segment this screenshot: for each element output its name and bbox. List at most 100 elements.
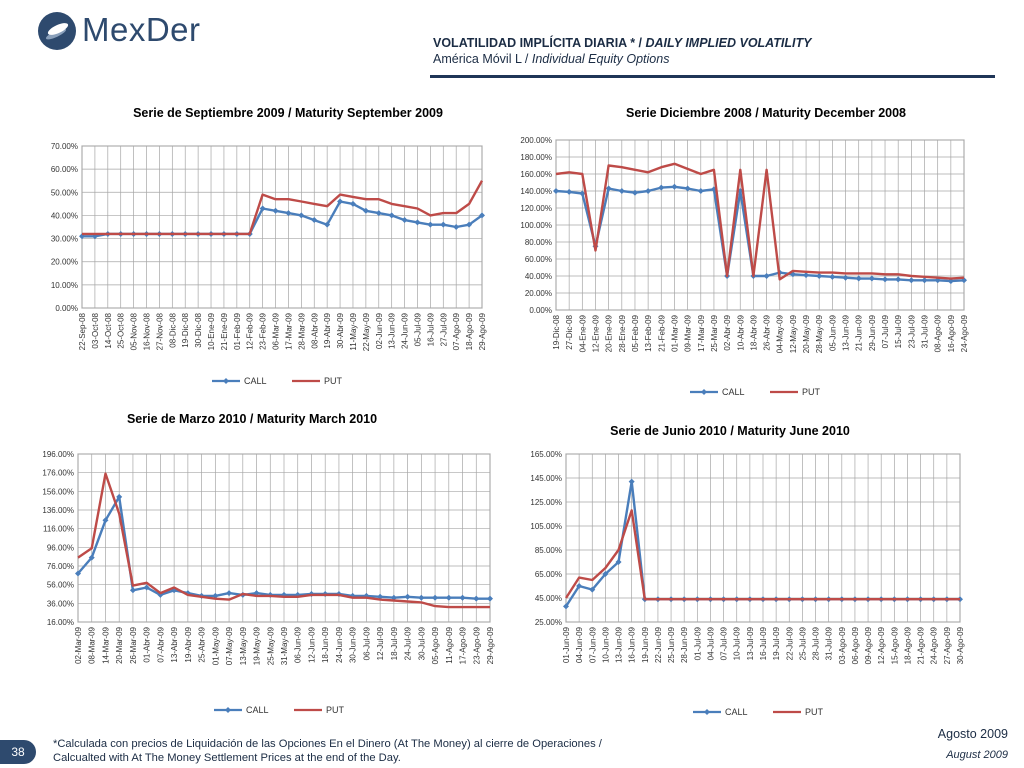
x-tick-label: 27-Nov-08 bbox=[155, 312, 164, 350]
x-tick-label: 24-Jun-09 bbox=[401, 312, 410, 349]
legend-label-put: PUT bbox=[324, 376, 343, 386]
x-tick-label: 12-Feb-09 bbox=[246, 312, 255, 349]
y-tick-label: 25.00% bbox=[535, 618, 562, 627]
chart-june-2010: Serie de Junio 2010 / Maturity June 2010… bbox=[530, 424, 965, 717]
legend-label-put: PUT bbox=[805, 707, 824, 717]
x-tick-label: 10-Jun-09 bbox=[601, 626, 610, 663]
x-tick-label: 21-Ago-09 bbox=[917, 626, 926, 664]
y-tick-label: 125.00% bbox=[530, 498, 562, 507]
x-tick-label: 02-Mar-09 bbox=[74, 626, 83, 663]
x-tick-label: 22-Sep-08 bbox=[78, 312, 87, 350]
x-tick-label: 08-Ago-09 bbox=[934, 314, 943, 352]
footnote-line-1: *Calculada con precios de Liquidación de… bbox=[53, 738, 602, 750]
x-tick-label: 19-May-09 bbox=[253, 626, 262, 665]
legend-marker bbox=[704, 709, 710, 715]
page-subtitle: América Móvil L / Individual Equity Opti… bbox=[433, 51, 993, 67]
legend-label-call: CALL bbox=[725, 707, 748, 717]
data-point-call bbox=[129, 587, 136, 594]
x-tick-label: 14-Oct-08 bbox=[104, 312, 113, 348]
data-point-call bbox=[842, 274, 849, 281]
data-point-call bbox=[895, 276, 902, 283]
x-tick-label: 07-Ago-09 bbox=[452, 312, 461, 350]
data-point-call bbox=[868, 275, 875, 282]
x-tick-label: 16-Nov-08 bbox=[143, 312, 152, 350]
x-tick-label: 27-Jul-09 bbox=[439, 312, 448, 346]
x-tick-label: 22-Jun-09 bbox=[654, 626, 663, 663]
x-tick-label: 19-Jul-09 bbox=[772, 626, 781, 660]
x-tick-label: 03-Oct-08 bbox=[91, 312, 100, 348]
plot-area bbox=[81, 145, 483, 309]
y-tick-label: 40.00% bbox=[51, 211, 78, 220]
x-tick-label: 05-Feb-09 bbox=[631, 314, 640, 351]
x-tick-label: 19-Jun-09 bbox=[641, 626, 650, 663]
data-point-call bbox=[908, 277, 915, 284]
x-tick-label: 18-Abr-09 bbox=[749, 314, 758, 350]
x-tick-label: 12-Jun-09 bbox=[307, 626, 316, 663]
x-tick-label: 06-Jun-09 bbox=[294, 626, 303, 663]
data-point-call bbox=[375, 210, 382, 217]
x-tick-label: 22-Jul-09 bbox=[785, 626, 794, 660]
x-tick-label: 30-Jun-09 bbox=[349, 626, 358, 663]
x-tick-label: 08-Abr-09 bbox=[310, 312, 319, 348]
x-tick-label: 23-Jul-09 bbox=[907, 314, 916, 348]
date-es: Agosto 2009 bbox=[937, 727, 1008, 741]
data-point-call bbox=[789, 271, 796, 278]
data-point-call bbox=[294, 591, 301, 598]
x-tick-label: 27-Ago-09 bbox=[943, 626, 952, 664]
x-tick-label: 26-Abr-09 bbox=[763, 314, 772, 350]
data-point-call bbox=[628, 478, 635, 485]
chart-december-2008: Serie Diciembre 2008 / Maturity December… bbox=[520, 106, 969, 397]
x-tick-label: 13-Abr-09 bbox=[170, 626, 179, 662]
x-tick-label: 25-Abr-09 bbox=[198, 626, 207, 662]
data-point-call bbox=[487, 595, 493, 602]
x-tick-label: 06-Jul-09 bbox=[362, 626, 371, 660]
data-point-call bbox=[427, 221, 434, 228]
data-point-call bbox=[566, 188, 573, 195]
data-point-call bbox=[576, 583, 583, 589]
x-tick-label: 08-Mar-09 bbox=[88, 626, 97, 663]
x-tick-label: 24-Jun-09 bbox=[335, 626, 344, 663]
data-point-call bbox=[388, 212, 395, 219]
data-point-call bbox=[445, 594, 452, 601]
x-tick-label: 07-Jun-09 bbox=[588, 626, 597, 663]
x-tick-label: 30-Ago-09 bbox=[956, 626, 965, 664]
data-point-call bbox=[226, 590, 233, 597]
data-point-call bbox=[882, 276, 889, 283]
data-point-call bbox=[615, 559, 622, 565]
x-tick-label: 11-Ago-09 bbox=[445, 626, 454, 663]
date-en: August 2009 bbox=[946, 749, 1008, 761]
legend-marker bbox=[701, 389, 707, 395]
x-tick-label: 14-Mar-09 bbox=[101, 626, 110, 663]
x-tick-label: 13-Feb-09 bbox=[644, 314, 653, 351]
data-point-call bbox=[563, 603, 569, 610]
title-es: VOLATILIDAD IMPLÍCITA DIARIA bbox=[433, 36, 627, 50]
x-tick-label: 10-Abr-09 bbox=[736, 314, 745, 350]
y-tick-label: 56.00% bbox=[47, 581, 74, 590]
x-tick-label: 01-Jun-09 bbox=[562, 626, 571, 663]
x-tick-label: 01-Mar-09 bbox=[670, 314, 679, 351]
y-tick-label: 136.00% bbox=[42, 506, 74, 515]
x-tick-label: 16-Jun-09 bbox=[628, 626, 637, 663]
page-number: 38 bbox=[0, 740, 36, 764]
y-tick-label: 70.00% bbox=[51, 142, 78, 151]
data-point-call bbox=[324, 221, 331, 228]
x-tick-label: 09-Mar-09 bbox=[684, 314, 693, 351]
y-tick-label: 165.00% bbox=[530, 450, 562, 459]
data-point-call bbox=[589, 586, 596, 593]
y-tick-label: 96.00% bbox=[47, 543, 74, 552]
x-tick-label: 29-Ago-09 bbox=[478, 312, 487, 350]
x-tick-label: 24-Ago-09 bbox=[960, 314, 969, 352]
data-point-call bbox=[212, 592, 219, 599]
chart-title: Serie de Junio 2010 / Maturity June 2010 bbox=[610, 424, 850, 438]
chart-title: Serie Diciembre 2008 / Maturity December… bbox=[626, 106, 906, 120]
y-tick-label: 45.00% bbox=[535, 594, 562, 603]
x-tick-label: 25-May-09 bbox=[266, 626, 275, 665]
data-point-call bbox=[829, 273, 836, 280]
data-point-call bbox=[362, 207, 369, 214]
x-tick-label: 17-Mar-09 bbox=[697, 314, 706, 351]
y-tick-label: 50.00% bbox=[51, 188, 78, 197]
x-tick-label: 16-Ago-09 bbox=[947, 314, 956, 352]
x-tick-label: 08-Dic-08 bbox=[168, 312, 177, 347]
chart-march-2010: Serie de Marzo 2010 / Maturity March 201… bbox=[42, 412, 495, 715]
x-tick-label: 05-Ago-09 bbox=[431, 626, 440, 664]
